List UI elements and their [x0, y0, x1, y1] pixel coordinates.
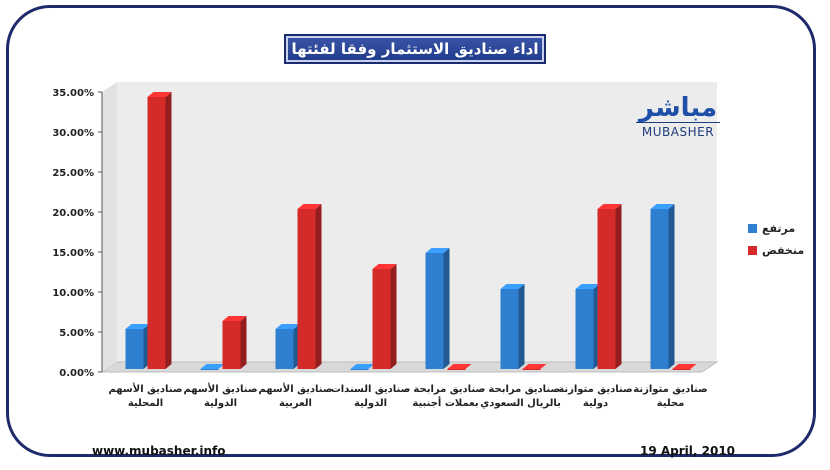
bar-1-0	[147, 97, 166, 369]
bar-top-0-0	[125, 324, 150, 329]
bar-0-2	[275, 329, 294, 369]
bar-0-1	[200, 369, 219, 370]
bar-side-0-5	[518, 284, 525, 369]
legend-swatch-1	[748, 246, 757, 255]
bar-top-0-2	[275, 324, 300, 329]
legend-label-1: منخفض	[762, 244, 804, 257]
x-tick-label: بالريال السعودي	[480, 398, 561, 409]
bar-top-1-7	[672, 364, 697, 369]
bar-0-0	[125, 329, 144, 369]
bar-1-2	[297, 209, 316, 369]
bar-top-0-4	[425, 248, 450, 253]
x-tick-label: محلية	[657, 398, 685, 409]
x-tick-label: العربية	[279, 398, 312, 409]
bar-side-1-6	[615, 204, 622, 369]
bar-top-1-2	[297, 204, 322, 209]
x-tick-label: صناديق متوازنة	[633, 384, 707, 395]
bar-side-0-7	[668, 204, 675, 369]
logo-arabic: مباشر	[638, 93, 718, 123]
bar-0-6	[575, 289, 594, 369]
bar-top-1-0	[147, 92, 172, 97]
legend-label-0: مرتفع	[762, 222, 795, 235]
bar-top-0-6	[575, 284, 600, 289]
bar-1-5	[522, 369, 541, 370]
y-tick-label: 5.00%	[59, 328, 94, 339]
bar-top-1-6	[597, 204, 622, 209]
x-tick-label: صناديق الأسهم	[258, 382, 332, 395]
bar-0-7	[650, 209, 669, 369]
y-tick-label: 15.00%	[52, 248, 94, 259]
bar-1-7	[672, 369, 691, 370]
bar-side-1-3	[390, 264, 397, 369]
x-tick-label: دولية	[583, 398, 608, 409]
bar-0-5	[500, 289, 519, 369]
bar-top-0-3	[350, 364, 375, 369]
y-tick-label: 0.00%	[59, 368, 94, 379]
x-tick-label: المحلية	[128, 398, 163, 409]
plot-side-wall	[102, 82, 117, 372]
x-tick-label: الدولية	[354, 398, 387, 409]
legend-swatch-0	[748, 224, 757, 233]
bar-1-1	[222, 321, 241, 369]
x-tick-label: صناديق الأسهم	[183, 382, 257, 395]
x-tick-label: صناديق مرابحة -	[406, 384, 485, 395]
x-tick-label: صناديق متوازنة	[558, 384, 632, 395]
x-tick-label: صناديق مرابحة -	[481, 384, 560, 395]
bar-1-6	[597, 209, 616, 369]
x-tick-label: الدولية	[204, 398, 237, 409]
mubasher-logo: مباشر MUBASHER	[636, 94, 720, 139]
plot-floor	[100, 361, 719, 373]
y-tick-label: 30.00%	[52, 128, 94, 139]
y-tick-label: 25.00%	[52, 168, 94, 179]
bar-top-0-7	[650, 204, 675, 209]
y-tick-label: 35.00%	[52, 88, 94, 99]
x-tick-label: صناديق الأسهم	[108, 382, 182, 395]
chart-title: اداء صناديق الاستثمار وفقا لفئتها	[284, 34, 546, 64]
y-tick-label: 10.00%	[52, 288, 94, 299]
bar-0-4	[425, 253, 444, 369]
bar-top-1-1	[222, 316, 247, 321]
bar-1-3	[372, 269, 391, 369]
bar-top-1-3	[372, 264, 397, 269]
bar-1-4	[447, 369, 466, 370]
bar-side-1-1	[240, 316, 247, 369]
bar-side-1-2	[315, 204, 322, 369]
logo-english: MUBASHER	[636, 122, 720, 139]
bar-top-0-5	[500, 284, 525, 289]
bar-0-3	[350, 369, 369, 370]
bar-side-0-4	[443, 248, 450, 369]
bar-side-1-0	[165, 92, 172, 369]
footer-website: www.mubasher.info	[92, 444, 226, 458]
x-tick-label: صناديق السندات	[331, 384, 411, 395]
plot-back-wall	[117, 82, 717, 362]
bar-top-0-1	[200, 364, 225, 369]
bar-top-1-4	[447, 364, 472, 369]
footer-date: 19 April, 2010	[640, 444, 736, 458]
x-tick-label: بعملات أجنبية	[412, 396, 478, 409]
bar-top-1-5	[522, 364, 547, 369]
y-tick-label: 20.00%	[52, 208, 94, 219]
